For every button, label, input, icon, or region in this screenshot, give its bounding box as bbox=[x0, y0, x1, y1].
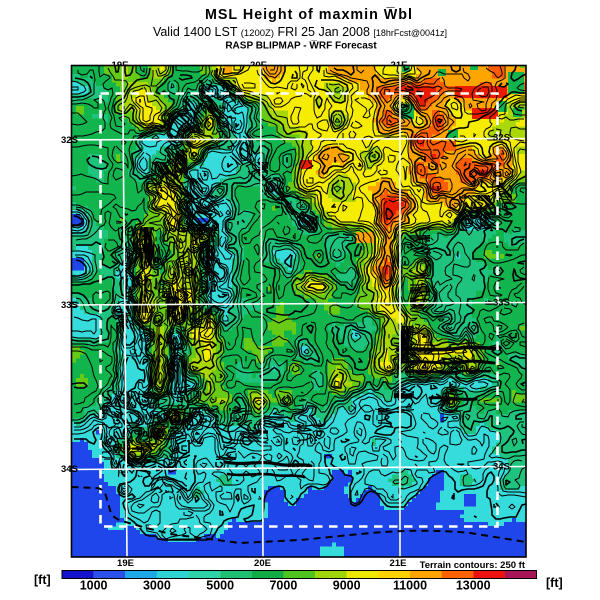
svg-text:20E: 20E bbox=[254, 558, 271, 569]
svg-text:MSL Height of maxmin W̅bl: MSL Height of maxmin W̅bl bbox=[205, 7, 413, 23]
svg-text:13000: 13000 bbox=[456, 579, 491, 593]
svg-text:RASP BLIPMAP - W̅RF Forecast: RASP BLIPMAP - W̅RF Forecast bbox=[225, 40, 377, 52]
svg-text:34S: 34S bbox=[61, 464, 78, 475]
svg-text:11000: 11000 bbox=[393, 579, 427, 593]
svg-text:Terrain contours: 250 ft: Terrain contours: 250 ft bbox=[420, 560, 526, 571]
svg-text:21E: 21E bbox=[391, 60, 408, 71]
svg-text:33S: 33S bbox=[61, 300, 78, 311]
svg-text:20E: 20E bbox=[250, 60, 267, 71]
svg-text:9000: 9000 bbox=[333, 579, 361, 593]
svg-text:19E: 19E bbox=[112, 60, 129, 71]
svg-text:1000: 1000 bbox=[80, 579, 108, 593]
svg-text:5000: 5000 bbox=[206, 579, 234, 593]
svg-text:33S: 33S bbox=[493, 298, 510, 309]
svg-text:3000: 3000 bbox=[143, 579, 171, 593]
svg-text:Valid 1400 LST (1200Z) FRI 25: Valid 1400 LST (1200Z) FRI 25 Jan 2008 [… bbox=[153, 25, 447, 39]
svg-text:7000: 7000 bbox=[269, 579, 297, 593]
svg-text:32S: 32S bbox=[493, 133, 510, 144]
svg-text:34S: 34S bbox=[493, 462, 510, 473]
svg-text:21E: 21E bbox=[390, 558, 407, 569]
svg-text:[ft]: [ft] bbox=[546, 576, 563, 590]
svg-text:32S: 32S bbox=[61, 135, 78, 146]
svg-text:[ft]: [ft] bbox=[34, 573, 51, 587]
svg-text:19E: 19E bbox=[117, 558, 134, 569]
